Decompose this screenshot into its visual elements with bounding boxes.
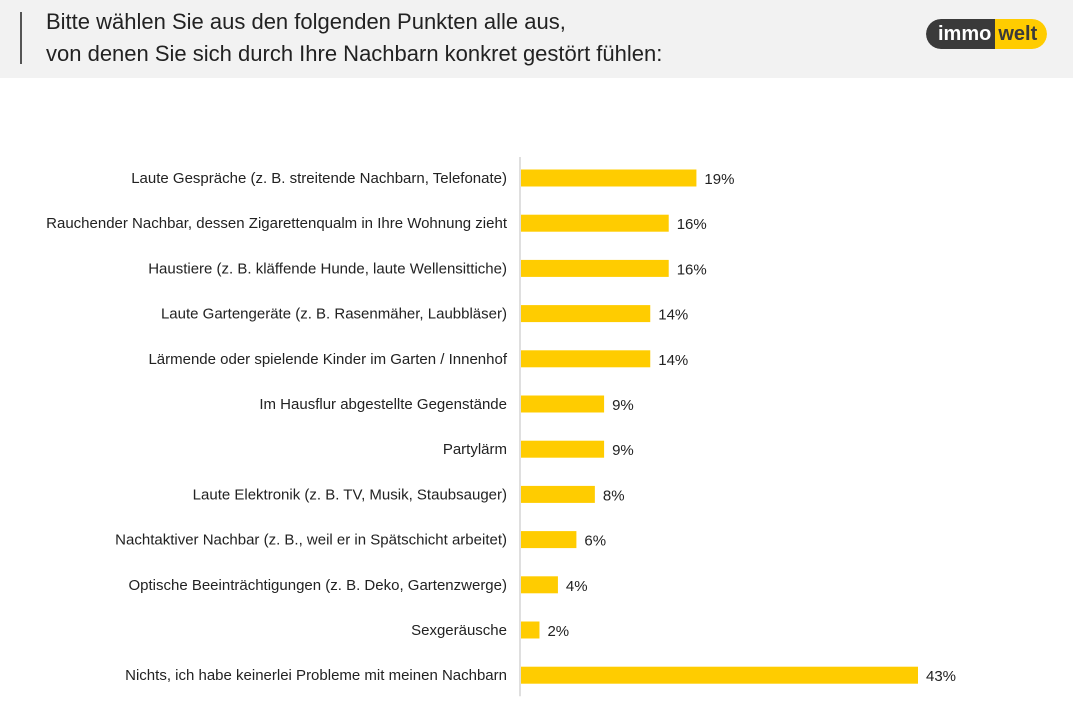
title-line-2: von denen Sie sich durch Ihre Nachbarn k… bbox=[46, 41, 663, 66]
bar bbox=[521, 259, 669, 277]
value-label: 14% bbox=[658, 352, 688, 369]
value-label: 2% bbox=[547, 623, 569, 640]
title-line-1: Bitte wählen Sie aus den folgenden Punkt… bbox=[46, 9, 566, 34]
value-label: 16% bbox=[677, 261, 707, 278]
page-title: Bitte wählen Sie aus den folgenden Punkt… bbox=[46, 6, 662, 70]
value-label: 6% bbox=[584, 533, 606, 550]
logo-text-right: welt bbox=[995, 19, 1048, 49]
header-accent-bar bbox=[20, 12, 22, 64]
immowelt-logo: immo welt bbox=[926, 19, 1048, 49]
value-label: 4% bbox=[566, 578, 588, 595]
value-label: 19% bbox=[704, 171, 734, 188]
bar bbox=[521, 214, 669, 232]
category-label: Rauchender Nachbar, dessen Zigarettenqua… bbox=[46, 215, 508, 232]
bar bbox=[521, 440, 605, 458]
value-label: 8% bbox=[603, 487, 625, 504]
category-label: Nichts, ich habe keinerlei Probleme mit … bbox=[125, 667, 507, 684]
category-label: Nachtaktiver Nachbar (z. B., weil er in … bbox=[115, 532, 507, 549]
bar bbox=[521, 531, 577, 549]
bar bbox=[521, 621, 540, 639]
category-label: Laute Gespräche (z. B. streitende Nachba… bbox=[131, 170, 507, 187]
bar bbox=[521, 305, 651, 323]
bar-chart: Laute Gespräche (z. B. streitende Nachba… bbox=[46, 157, 956, 697]
bar bbox=[521, 395, 605, 413]
category-label: Partylärm bbox=[443, 441, 507, 458]
bar bbox=[521, 666, 918, 684]
bar bbox=[521, 485, 595, 503]
category-label: Laute Gartengeräte (z. B. Rasenmäher, La… bbox=[161, 306, 507, 323]
logo-text-left: immo bbox=[926, 19, 996, 49]
category-label: Optische Beeinträchtigungen (z. B. Deko,… bbox=[128, 577, 507, 594]
value-label: 43% bbox=[926, 668, 956, 685]
category-label: Haustiere (z. B. kläffende Hunde, laute … bbox=[148, 260, 507, 277]
value-label: 9% bbox=[612, 397, 634, 414]
category-label: Lärmende oder spielende Kinder im Garten… bbox=[148, 351, 507, 368]
bar bbox=[521, 350, 651, 368]
category-label: Im Hausflur abgestellte Gegenstände bbox=[259, 396, 507, 413]
header: Bitte wählen Sie aus den folgenden Punkt… bbox=[0, 0, 1073, 78]
category-label: Sexgeräusche bbox=[411, 622, 507, 639]
value-label: 9% bbox=[612, 442, 634, 459]
value-label: 16% bbox=[677, 216, 707, 233]
bar bbox=[521, 576, 558, 594]
value-label: 14% bbox=[658, 307, 688, 324]
category-label: Laute Elektronik (z. B. TV, Musik, Staub… bbox=[193, 486, 507, 503]
bar bbox=[521, 169, 697, 187]
